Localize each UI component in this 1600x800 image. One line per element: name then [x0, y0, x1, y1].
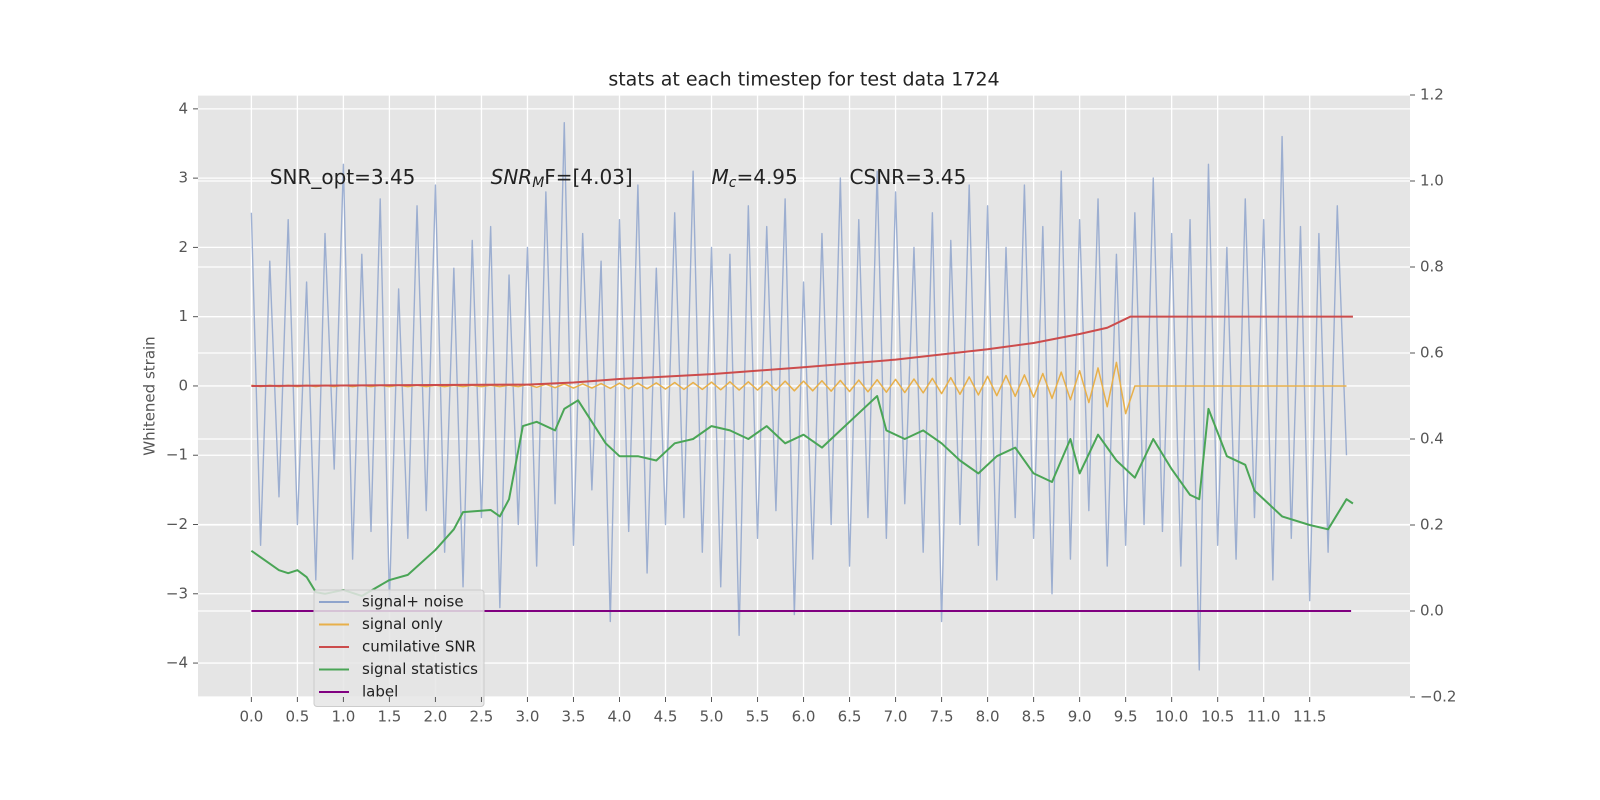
x-tick-label: 3.0: [516, 708, 540, 726]
series-line: [250, 395, 1354, 597]
x-tick-label: 6.5: [838, 708, 862, 726]
annotation-part: =4.95: [736, 165, 797, 189]
x-tick-label: 9.5: [1114, 708, 1138, 726]
x-tick-label: 4.5: [654, 708, 678, 726]
legend-label: signal+ noise: [362, 593, 464, 611]
y-tick-label: 1: [178, 307, 188, 325]
annotation: Mc=4.95: [712, 165, 798, 192]
marks: signal+ noise signal only cumilative SNR si…: [250, 122, 1354, 707]
x-tick-label: 1.5: [377, 708, 401, 726]
x-tick-label: 5.5: [746, 708, 770, 726]
x-tick-label: 7.5: [930, 708, 954, 726]
y-tick-label: −2: [166, 515, 188, 533]
series-line: [250, 122, 1348, 671]
x-tick-label: 8.5: [1022, 708, 1046, 726]
y2-tick-label: 0.6: [1420, 344, 1444, 362]
annotation-part: M: [712, 165, 729, 189]
annotation: SNR_opt=3.45: [270, 165, 416, 189]
x-tick-label: 10.5: [1201, 708, 1234, 726]
chart-title: stats at each timestep for test data 172…: [608, 69, 999, 91]
series-line: [251, 315, 1353, 387]
annotation-part: F=[4.03]: [544, 165, 632, 189]
x-tick-label: 0.0: [239, 708, 263, 726]
x-tick-label: 3.5: [562, 708, 586, 726]
y2-tick-label: 1.2: [1420, 86, 1444, 104]
x-tick-label: 5.0: [700, 708, 724, 726]
y2-tick-label: 1.0: [1420, 172, 1444, 190]
x-tick-label: 0.5: [285, 708, 309, 726]
y-tick-label: −3: [166, 584, 188, 602]
x-tick-label: 11.5: [1293, 708, 1326, 726]
legend-label: label: [362, 683, 398, 701]
x-tick-label: 10.0: [1155, 708, 1188, 726]
y-tick-label: 0: [178, 376, 188, 394]
legend-label: signal statistics: [362, 660, 478, 678]
x-tick-label: 7.0: [884, 708, 908, 726]
x-tick-label: 2.0: [424, 708, 448, 726]
y2-tick-label: −0.2: [1420, 688, 1456, 706]
annotation-sub: c: [729, 175, 737, 191]
x-tick-label: 9.0: [1068, 708, 1092, 726]
x-tick-label: 6.0: [792, 708, 816, 726]
x-tick-label: 4.0: [608, 708, 632, 726]
x-tick-label: 2.5: [470, 708, 494, 726]
legend-label: signal only: [362, 615, 443, 633]
x-tick-label: 11.0: [1247, 708, 1280, 726]
y2-tick-label: 0.4: [1420, 430, 1444, 448]
x-tick-label: 1.0: [331, 708, 355, 726]
legend-label: cumilative SNR: [362, 638, 476, 656]
y2-tick-label: 0.8: [1420, 258, 1444, 276]
y2-tick-label: 0.2: [1420, 516, 1444, 534]
y-tick-label: 4: [178, 99, 188, 117]
y-tick-label: −1: [166, 446, 188, 464]
annotation-part: CSNR=3.45: [850, 165, 967, 189]
annotation-part: SNR_opt=3.45: [270, 165, 416, 189]
legend-frame: [313, 589, 485, 707]
annotation-sub: M: [532, 175, 544, 191]
y-tick-label: −4: [166, 654, 188, 672]
axes: 0.0 0.5 1.0 1.5 2.0 2.5 3.0 3.5 4.0 4.5 5.0 5.5 6.0 6…: [166, 86, 1457, 726]
y-axis-label: Whitened strain: [141, 336, 159, 455]
y2-tick-label: 0.0: [1420, 602, 1444, 620]
annotation-part: SNR: [491, 165, 533, 189]
x-tick-label: 8.0: [976, 708, 1000, 726]
y-tick-label: 2: [178, 238, 188, 256]
annotation: CSNR=3.45: [850, 165, 967, 189]
annotation: SNRMF=[4.03]: [491, 165, 633, 192]
y-tick-label: 3: [178, 169, 188, 187]
